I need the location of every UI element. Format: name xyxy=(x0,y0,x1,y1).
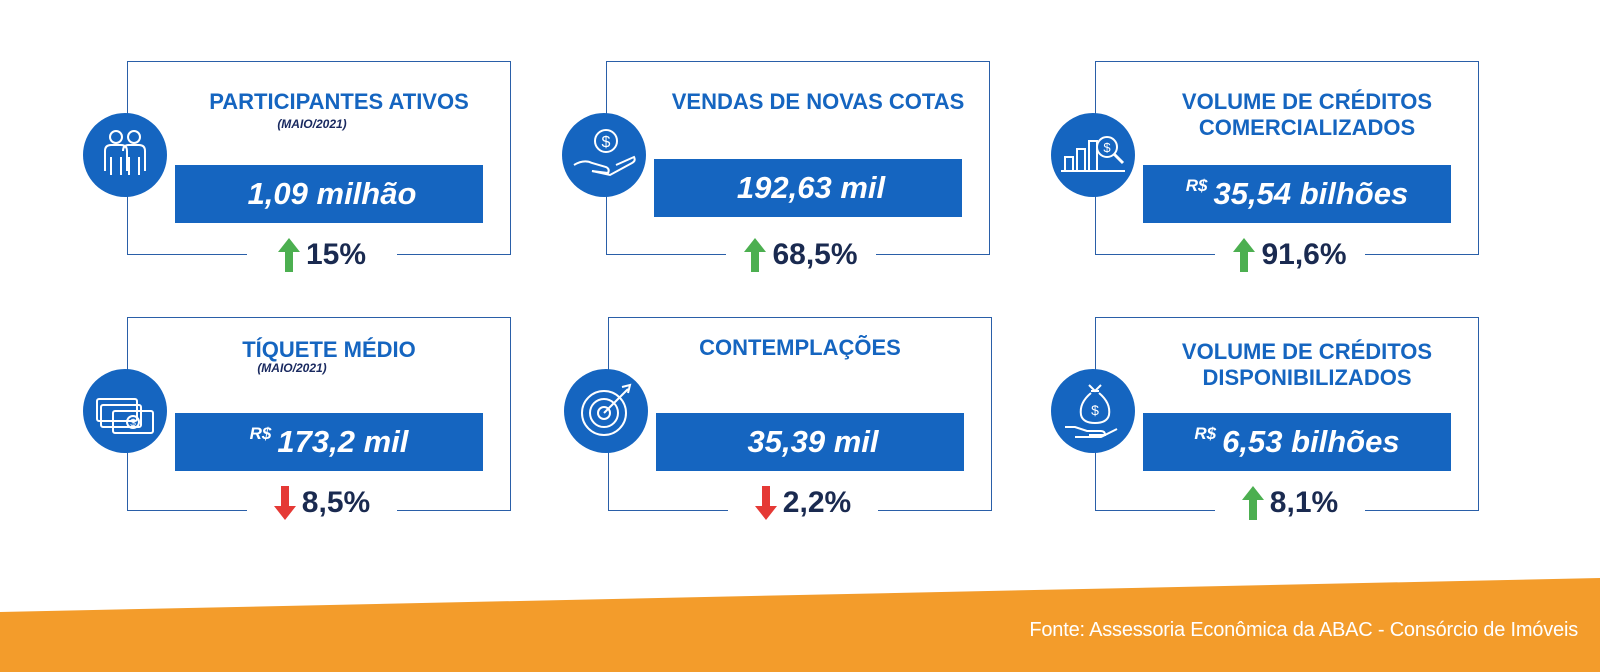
value-text: 6,53 bilhões xyxy=(1222,424,1400,459)
card-value: 35,39 mil xyxy=(656,413,964,471)
change-indicator: 91,6% xyxy=(1215,235,1365,275)
change-indicator: 8,5% xyxy=(247,483,397,523)
card-tiquete-medio: TÍQUETE MÉDIO (MAIO/2021) $ R$ 173,2 mil … xyxy=(83,317,511,523)
change-percent: 91,6% xyxy=(1261,238,1347,271)
card-title: CONTEMPLAÇÕES xyxy=(699,335,901,360)
card-value: 192,63 mil xyxy=(654,159,962,217)
value-text: 35,39 mil xyxy=(747,424,879,459)
svg-text:$: $ xyxy=(1103,140,1111,155)
card-value: 1,09 milhão xyxy=(175,165,483,223)
value-text: 173,2 mil xyxy=(277,424,409,459)
card-volume-creditos-comercializados: VOLUME DE CRÉDITOS COMERCIALIZADOS $ R$ 3… xyxy=(1051,61,1479,275)
card-volume-creditos-disponibilizados: VOLUME DE CRÉDITOS DISPONIBILIZADOS $ R$… xyxy=(1051,317,1479,523)
currency-label: R$ xyxy=(249,424,272,443)
value-text: 35,54 bilhões xyxy=(1213,176,1409,211)
change-indicator: 8,1% xyxy=(1215,483,1365,523)
up-arrow-icon xyxy=(277,238,300,272)
up-arrow-icon xyxy=(744,238,767,272)
change-percent: 15% xyxy=(305,238,367,271)
card-title: VOLUME DE CRÉDITOS DISPONIBILIZADOS xyxy=(1181,339,1433,390)
change-percent: 8,5% xyxy=(301,486,371,519)
change-percent: 2,2% xyxy=(782,486,852,519)
value-text: 192,63 mil xyxy=(736,170,886,205)
up-arrow-icon xyxy=(1233,238,1256,272)
card-value: R$ 35,54 bilhões xyxy=(1143,165,1451,223)
up-arrow-icon xyxy=(1241,486,1264,520)
money-stack-icon: $ xyxy=(83,369,167,453)
card-participantes-ativos: PARTICIPANTES ATIVOS (MAIO/2021) 1,09 mi… xyxy=(83,61,511,275)
card-value: R$ 6,53 bilhões xyxy=(1143,413,1451,471)
svg-text:$: $ xyxy=(130,418,136,429)
change-indicator: 68,5% xyxy=(726,235,876,275)
source-text: Fonte: Assessoria Econômica da ABAC - Co… xyxy=(1029,619,1578,641)
svg-text:$: $ xyxy=(602,134,611,151)
value-text: 1,09 milhão xyxy=(247,176,417,211)
change-indicator: 15% xyxy=(247,235,397,275)
people-icon xyxy=(83,113,167,197)
currency-label: R$ xyxy=(1185,176,1208,195)
card-vendas-novas-cotas: VENDAS DE NOVAS COTAS $ 192,63 mil 68,5% xyxy=(562,61,990,275)
chart-magnifier-icon: $ xyxy=(1051,113,1135,197)
target-icon xyxy=(564,369,648,453)
card-subtitle: (MAIO/2021) xyxy=(257,361,327,375)
money-bag-hand-icon: $ xyxy=(1051,369,1135,453)
change-percent: 68,5% xyxy=(772,238,858,271)
currency-label: R$ xyxy=(1194,424,1217,443)
card-value: R$ 173,2 mil xyxy=(175,413,483,471)
card-subtitle: (MAIO/2021) xyxy=(277,117,347,131)
down-arrow-icon xyxy=(273,486,296,520)
card-title: VENDAS DE NOVAS COTAS xyxy=(671,89,965,114)
card-title: PARTICIPANTES ATIVOS xyxy=(209,89,469,114)
svg-text:$: $ xyxy=(1091,402,1099,418)
change-percent: 8,1% xyxy=(1269,486,1339,519)
down-arrow-icon xyxy=(754,486,777,520)
card-title: VOLUME DE CRÉDITOS COMERCIALIZADOS xyxy=(1181,89,1433,140)
card-title: TÍQUETE MÉDIO xyxy=(242,337,416,362)
card-contemplacoes: CONTEMPLAÇÕES 35,39 mil 2,2% xyxy=(564,317,992,523)
hand-coin-icon: $ xyxy=(562,113,646,197)
change-indicator: 2,2% xyxy=(728,483,878,523)
